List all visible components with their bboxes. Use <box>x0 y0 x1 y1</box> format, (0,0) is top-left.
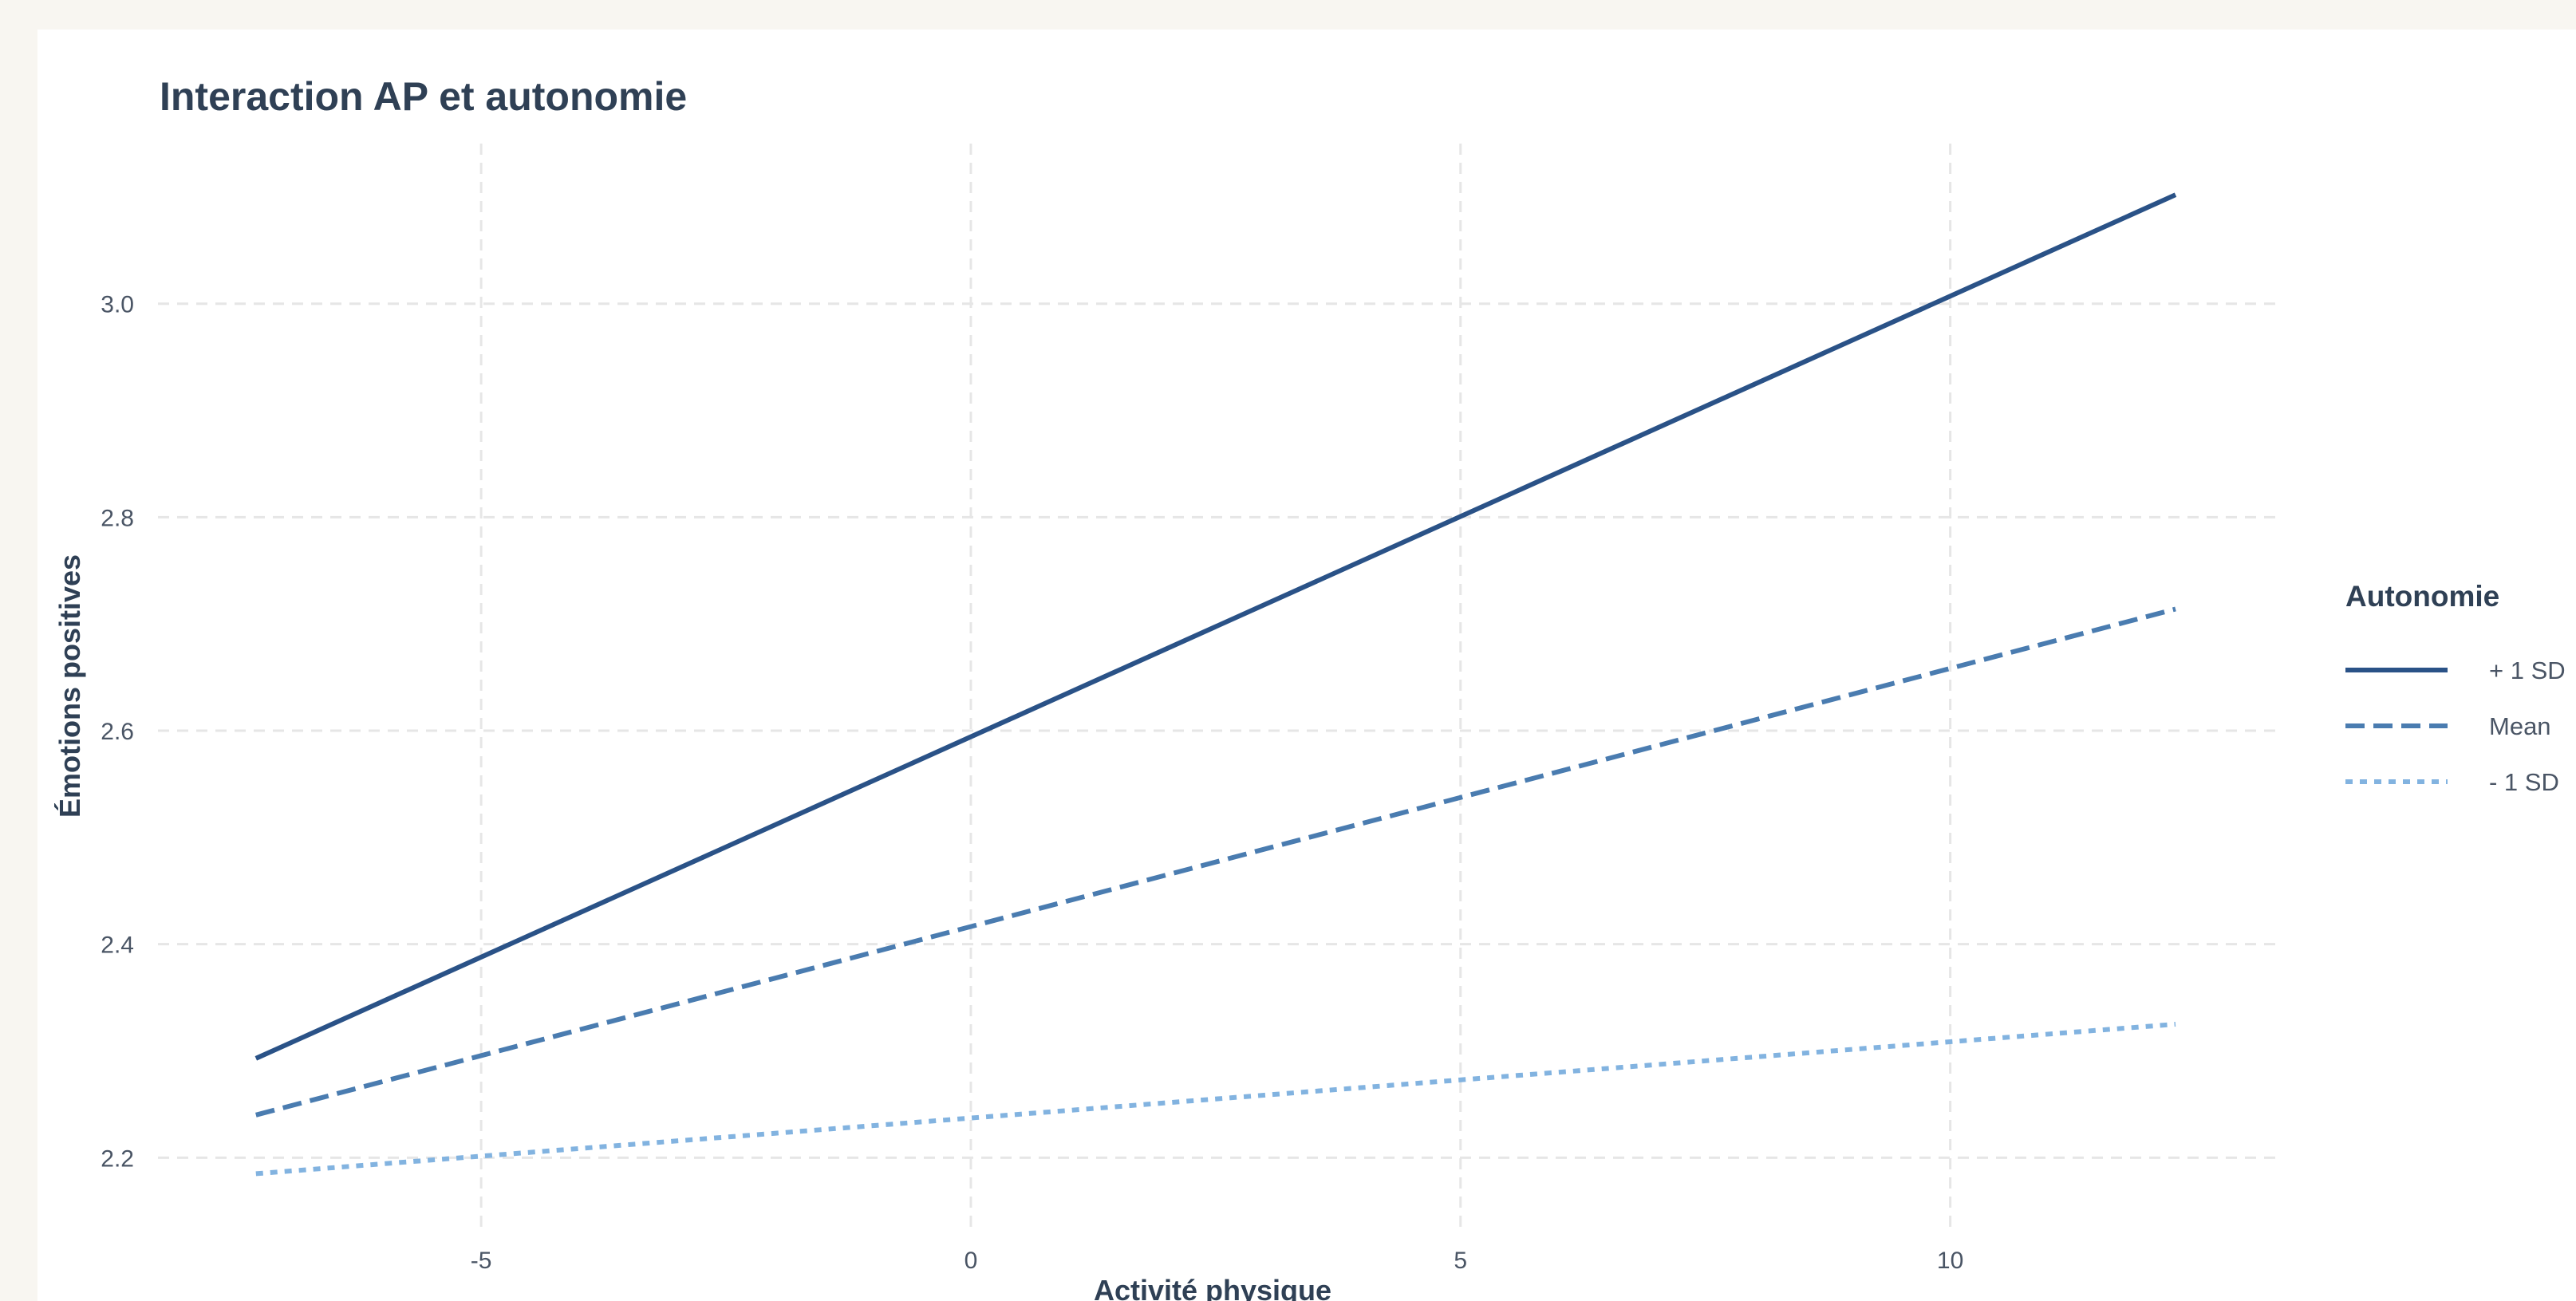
x-tick-label: 5 <box>1454 1248 1467 1274</box>
series-line-plus-1-sd <box>254 192 2177 1061</box>
x-tick-label: 0 <box>965 1248 978 1274</box>
chart-panel <box>37 30 2576 1301</box>
legend-label-plus-1-sd: + 1 SD <box>2489 656 2566 684</box>
y-tick-label: 3.0 <box>101 292 134 318</box>
legend: Autonomie + 1 SD Mean - 1 SD <box>2345 580 2566 796</box>
y-tick-label: 2.6 <box>101 719 134 745</box>
x-axis-title: Activité physique <box>1094 1274 1331 1301</box>
series-line-mean <box>255 606 2176 1118</box>
legend-title: Autonomie <box>2345 580 2499 613</box>
chart-title: Interaction AP et autonomie <box>160 74 687 119</box>
x-tick-labels: -5 0 5 10 <box>471 1248 1964 1274</box>
grid <box>158 144 2283 1232</box>
series-lines <box>254 192 2177 1177</box>
y-tick-label: 2.8 <box>101 505 134 531</box>
y-axis-title: Émotions positives <box>53 554 86 818</box>
y-tick-label: 2.2 <box>101 1145 134 1172</box>
legend-label-mean: Mean <box>2489 712 2551 740</box>
y-tick-labels: 2.2 2.4 2.6 2.8 3.0 <box>101 292 134 1173</box>
legend-label-minus-1-sd: - 1 SD <box>2489 768 2559 796</box>
series-line-minus-1-sd <box>255 1022 2176 1177</box>
y-tick-label: 2.4 <box>101 932 134 959</box>
x-tick-label: -5 <box>471 1248 492 1274</box>
x-tick-label: 10 <box>1937 1248 1963 1274</box>
